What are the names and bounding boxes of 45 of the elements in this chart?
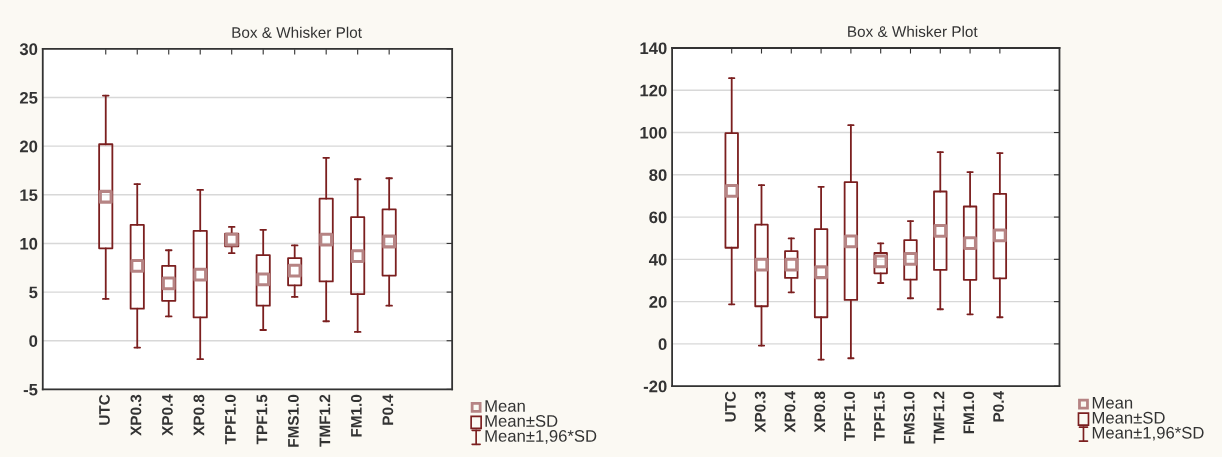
x-tick-label: P0.4 (382, 394, 394, 425)
y-tick-label: -20 (643, 380, 667, 393)
x-tick-label: FMS1.0 (903, 391, 915, 444)
text: Mean (485, 400, 525, 412)
x-tick-label: XP0.3 (130, 394, 142, 436)
x-tick-label: TMF1.2 (933, 391, 945, 444)
x-tick-label: TPF1.5 (256, 394, 268, 445)
x-tick-label: XP0.4 (784, 391, 796, 433)
x-tick-label: UTC (724, 391, 736, 422)
x-tick-label: P0.4 (993, 391, 1004, 422)
text: Mean (1092, 397, 1133, 409)
x-tick-label: XP0.4 (162, 394, 173, 436)
y-tick-label: 0 (658, 338, 667, 351)
chart-title: Box & Whisker Plot (848, 25, 978, 38)
text: Mean±1,96*SD (485, 430, 597, 444)
x-tick-label: FM1.0 (963, 391, 975, 434)
x-tick-label: XP0.8 (193, 394, 205, 436)
x-tick-label: XP0.8 (814, 391, 826, 433)
x-tick-label: XP0.3 (754, 391, 766, 433)
y-tick-label: 120 (640, 84, 667, 97)
text: Mean±SD (485, 415, 558, 427)
y-tick-label: 20 (649, 296, 667, 308)
y-tick-label: 5 (29, 286, 38, 299)
y-tick-label: 15 (20, 189, 38, 202)
x-tick-label: TPF1.0 (844, 391, 855, 441)
y-tick-label: 30 (19, 43, 38, 56)
y-tick-label: 20 (19, 140, 38, 153)
text: Mean±1,96*SD (1092, 426, 1204, 441)
y-tick-label: 100 (640, 126, 667, 139)
y-tick-label: 40 (648, 253, 667, 266)
y-tick-label: 25 (19, 91, 38, 104)
x-tick-label: FM1.0 (350, 394, 362, 437)
x-tick-label: TPF1.0 (224, 394, 236, 445)
y-tick-label: 80 (649, 169, 667, 182)
chart-title: Box & Whisker Plot (232, 26, 362, 38)
x-tick-label: FMS1.0 (287, 394, 299, 447)
x-tick-label: UTC (99, 394, 110, 425)
y-tick-label: -5 (23, 383, 38, 396)
x-tick-label: TPF1.5 (874, 391, 885, 441)
y-tick-label: 0 (29, 335, 38, 347)
text: Mean±SD (1092, 411, 1165, 424)
y-tick-label: 60 (649, 211, 667, 224)
x-tick-label: TMF1.2 (319, 394, 331, 447)
y-tick-label: 140 (640, 42, 667, 55)
y-tick-label: 10 (20, 237, 38, 250)
